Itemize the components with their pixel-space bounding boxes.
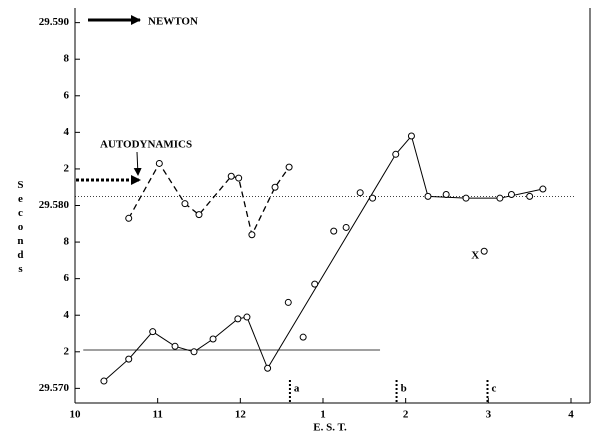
data-point [407, 132, 415, 140]
y-tick-label: 8 [64, 53, 70, 65]
data-point [243, 313, 251, 321]
data-point [507, 191, 515, 199]
x-tick-label: 4 [568, 409, 574, 421]
data-point [356, 189, 364, 197]
data-point [369, 194, 377, 202]
y-tick-label: 29.580 [39, 199, 70, 211]
y-tick-label: 4 [64, 309, 70, 321]
y-axis-label: Seconds [14, 179, 26, 277]
data-point [330, 227, 338, 235]
data-point [155, 159, 163, 167]
data-point [235, 174, 243, 182]
data-point [424, 192, 432, 200]
point-label: X [471, 250, 479, 262]
autodynamics-pointer [133, 151, 142, 176]
data-point [248, 231, 256, 239]
x-tick-label: 10 [70, 409, 82, 421]
autodynamics-label: AUTODYNAMICS [100, 139, 192, 151]
data-point [284, 298, 292, 306]
data-point [125, 214, 133, 222]
frame [74, 8, 591, 404]
data-point [209, 335, 217, 343]
data-point [285, 163, 293, 171]
data-point [125, 355, 133, 363]
marker-label: b [401, 383, 407, 395]
data-point [171, 342, 179, 350]
data-point [392, 150, 400, 158]
marker-label: c [491, 383, 496, 395]
x-tick-label: 3 [486, 409, 492, 421]
data-point [539, 185, 547, 193]
marker-label: a [294, 383, 300, 395]
data-point [299, 333, 307, 341]
data-point [462, 194, 470, 202]
series-line [128, 162, 290, 237]
y-tick-label: 6 [64, 272, 70, 284]
data-point [181, 200, 189, 208]
y-tick-label: 29.590 [39, 16, 70, 28]
data-point [496, 194, 504, 202]
data-point [271, 183, 279, 191]
y-tick-label: 2 [64, 162, 70, 174]
x-tick-label: 12 [235, 409, 247, 421]
data-point [480, 247, 488, 255]
newton-label: NEWTON [148, 16, 198, 28]
data-point [342, 223, 350, 231]
data-point [234, 315, 242, 323]
data-point [149, 328, 157, 336]
data-point [442, 191, 450, 199]
x-tick-label: 2 [403, 409, 409, 421]
data-point [190, 348, 198, 356]
data-point [311, 280, 319, 288]
data-point [227, 172, 235, 180]
data-point [100, 377, 108, 385]
y-tick-label: 8 [64, 236, 70, 248]
x-axis-label: E. S. T. [313, 422, 347, 434]
y-tick-label: 6 [64, 89, 70, 101]
y-tick-label: 4 [64, 126, 70, 138]
y-tick-label: 2 [64, 345, 70, 357]
y-tick-label: 29.570 [39, 382, 70, 394]
x-tick-label: 11 [152, 409, 162, 421]
data-point [195, 211, 203, 219]
x-tick-label: 1 [320, 409, 326, 421]
data-point [526, 192, 534, 200]
data-point [264, 364, 272, 372]
